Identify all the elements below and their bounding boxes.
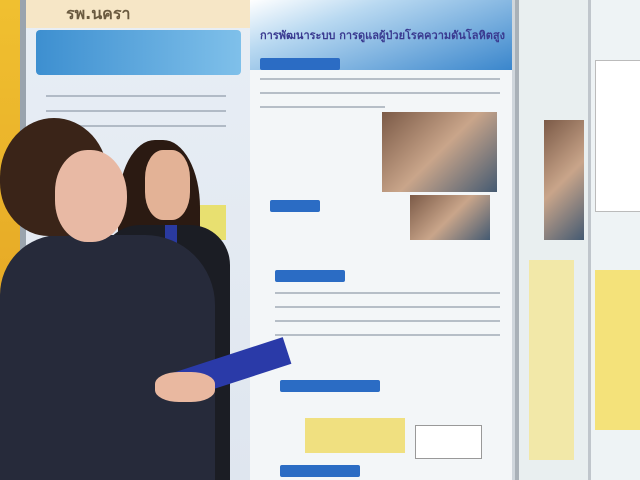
main-poster-title: การพัฒนาระบบ การดูแลผู้ป่วยโรคความดันโลห… xyxy=(260,29,505,42)
hand xyxy=(155,372,215,402)
text-line xyxy=(275,334,500,336)
right-poster xyxy=(515,0,589,480)
text-line xyxy=(260,78,500,80)
text-line xyxy=(260,92,500,94)
section-header xyxy=(275,270,345,282)
text-line xyxy=(46,110,226,112)
woman-left-body xyxy=(0,235,215,480)
yellow-panel xyxy=(595,270,640,430)
text-line xyxy=(275,292,500,294)
poster-panel xyxy=(529,260,574,460)
small-chart xyxy=(415,425,482,459)
poster-photo xyxy=(544,120,584,240)
text-line xyxy=(275,320,500,322)
text-line xyxy=(260,106,385,108)
section-header xyxy=(280,380,380,392)
main-poster: การพัฒนาระบบ การดูแลผู้ป่วยโรคความดันโลห… xyxy=(250,0,512,480)
line-chart-panel xyxy=(595,60,640,212)
section-header xyxy=(270,200,320,212)
group-photo xyxy=(410,195,490,240)
woman-right-face xyxy=(145,150,190,220)
woman-left-face xyxy=(55,150,127,242)
text-line xyxy=(46,125,226,127)
far-right-poster xyxy=(588,0,640,480)
left-poster-header: รพ.นครา xyxy=(26,0,251,28)
data-table xyxy=(305,418,405,453)
text-line xyxy=(275,306,500,308)
section-header xyxy=(260,58,340,70)
text-line xyxy=(46,95,226,97)
photo-collage xyxy=(382,112,497,192)
section-header xyxy=(280,465,360,477)
left-poster-band xyxy=(36,30,241,75)
